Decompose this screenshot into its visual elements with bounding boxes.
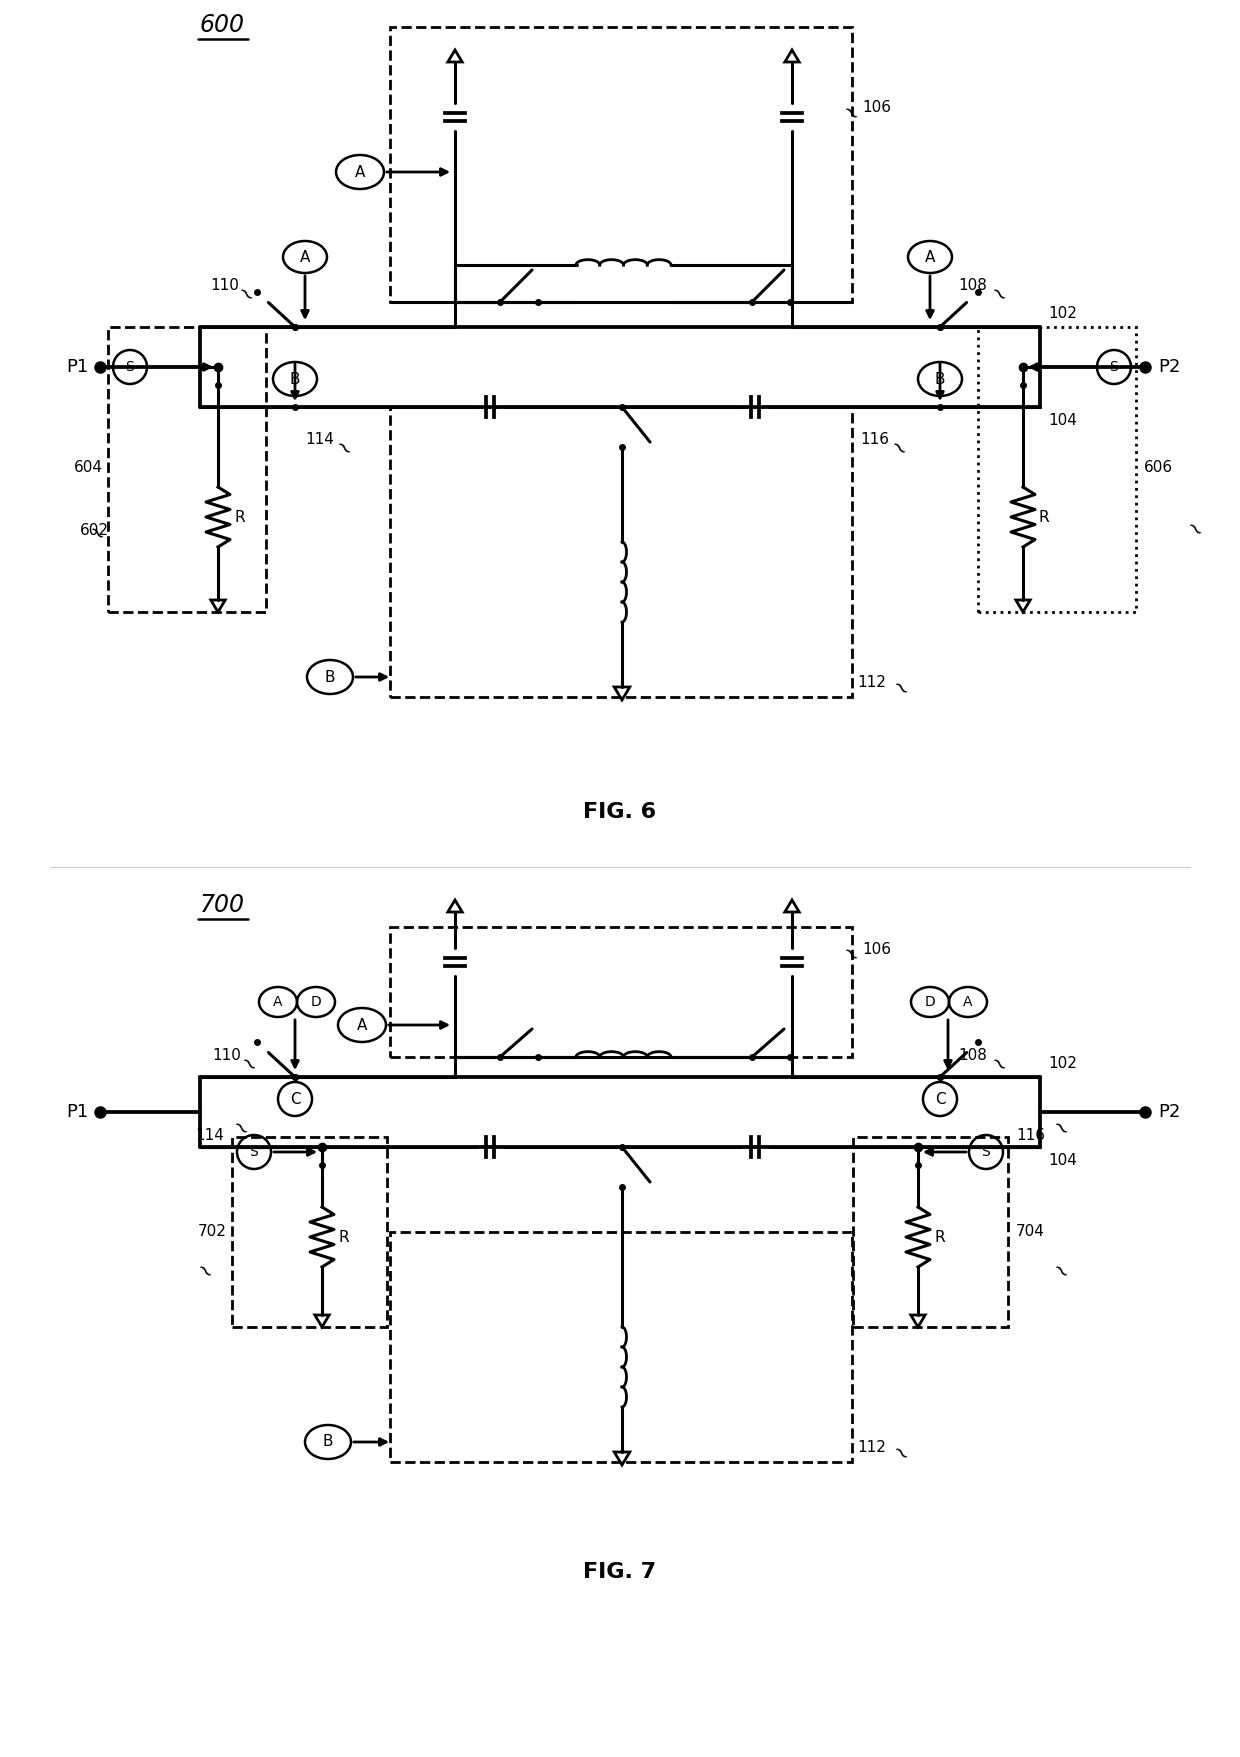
Text: 704: 704 [1016, 1225, 1045, 1239]
Text: 600: 600 [200, 12, 246, 37]
Text: 110: 110 [212, 1047, 241, 1063]
Text: 102: 102 [1048, 306, 1076, 322]
Text: 106: 106 [862, 942, 892, 956]
Bar [391, 26, 852, 302]
Text: 104: 104 [1048, 1153, 1076, 1168]
Text: ~: ~ [885, 436, 911, 462]
Text: B: B [935, 371, 945, 387]
Text: P1: P1 [66, 1103, 88, 1121]
Text: 112: 112 [857, 675, 885, 689]
Text: A: A [300, 249, 310, 265]
Text: 108: 108 [959, 278, 987, 292]
Text: ~: ~ [887, 676, 913, 703]
Text: P2: P2 [1158, 1103, 1180, 1121]
Text: 102: 102 [1048, 1056, 1076, 1072]
Text: 108: 108 [959, 1047, 987, 1063]
Text: 114: 114 [195, 1128, 224, 1142]
Text: 702: 702 [198, 1225, 227, 1239]
Text: B: B [290, 371, 300, 387]
Text: P2: P2 [1158, 358, 1180, 376]
Text: ~: ~ [887, 1441, 913, 1467]
Text: R: R [934, 1230, 945, 1244]
Bar [391, 1232, 852, 1462]
Text: ~: ~ [1047, 1258, 1074, 1286]
Text: FIG. 6: FIG. 6 [584, 801, 656, 822]
Text: ~: ~ [227, 1116, 253, 1142]
Text: A: A [355, 165, 366, 179]
Text: ~: ~ [1047, 1116, 1074, 1142]
Text: S: S [249, 1146, 258, 1160]
Text: 700: 700 [200, 893, 246, 917]
Text: 606: 606 [1145, 460, 1173, 474]
Text: 110: 110 [210, 278, 239, 292]
Text: ~: ~ [191, 1258, 217, 1286]
Text: 604: 604 [74, 460, 103, 474]
Bar [391, 408, 852, 698]
Text: B: B [322, 1434, 334, 1450]
Text: ~: ~ [232, 281, 258, 307]
Text: ~: ~ [330, 436, 356, 462]
Bar [108, 327, 267, 611]
Text: 112: 112 [857, 1439, 885, 1455]
Text: FIG. 7: FIG. 7 [584, 1562, 656, 1581]
Text: D: D [925, 994, 935, 1009]
Text: 116: 116 [861, 432, 889, 446]
Text: S: S [1110, 360, 1118, 374]
Bar [391, 928, 852, 1058]
Text: ~: ~ [234, 1052, 262, 1079]
Bar [978, 327, 1136, 611]
Text: B: B [325, 669, 335, 685]
Text: S: S [982, 1146, 991, 1160]
Text: R: R [339, 1230, 348, 1244]
Text: D: D [311, 994, 321, 1009]
Text: S: S [125, 360, 134, 374]
Text: 116: 116 [1016, 1128, 1045, 1142]
Text: ~: ~ [1180, 517, 1208, 543]
Text: R: R [1039, 510, 1049, 525]
Text: ~: ~ [985, 1052, 1012, 1079]
Text: ~: ~ [83, 520, 109, 546]
Bar [232, 1137, 387, 1327]
Text: C: C [935, 1091, 945, 1107]
Text: 104: 104 [1048, 413, 1076, 429]
Text: P1: P1 [66, 358, 88, 376]
Bar [853, 1137, 1008, 1327]
Text: 114: 114 [305, 432, 334, 446]
Text: 106: 106 [862, 100, 892, 114]
Text: ~: ~ [837, 942, 863, 968]
Text: C: C [290, 1091, 300, 1107]
Text: A: A [357, 1017, 367, 1033]
Text: A: A [963, 994, 972, 1009]
Text: A: A [273, 994, 283, 1009]
Text: A: A [925, 249, 935, 265]
Text: 602: 602 [81, 522, 109, 538]
Text: ~: ~ [985, 281, 1012, 307]
Text: R: R [234, 510, 244, 525]
Text: ~: ~ [837, 100, 863, 127]
